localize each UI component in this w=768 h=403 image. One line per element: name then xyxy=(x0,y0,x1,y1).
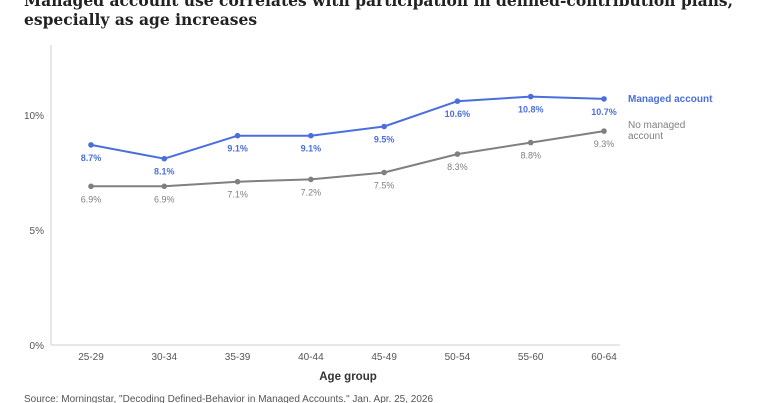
data-label: 6.9% xyxy=(154,194,175,204)
data-label: 8.7% xyxy=(81,153,102,163)
data-point xyxy=(601,128,607,134)
data-point xyxy=(234,132,241,139)
legend-line: account xyxy=(628,131,663,142)
data-point xyxy=(88,183,94,190)
data-label: 7.1% xyxy=(227,190,248,200)
x-tick-label: 55-60 xyxy=(518,352,544,363)
legend-line: No managed xyxy=(628,120,685,131)
data-label: 8.1% xyxy=(154,167,175,177)
legend-entry: Managed account xyxy=(628,94,713,105)
series-line xyxy=(91,130,605,188)
data-point xyxy=(88,142,94,148)
x-tick-label: 35-39 xyxy=(225,352,251,363)
legend-line: Managed account xyxy=(628,94,713,105)
data-label: 9.1% xyxy=(301,144,322,154)
data-label: 8.8% xyxy=(520,151,541,161)
data-point xyxy=(234,178,241,185)
x-tick-label: 40-44 xyxy=(298,352,324,363)
x-tick-label: 45-49 xyxy=(371,352,397,363)
x-tick-label: 60-64 xyxy=(591,352,617,363)
data-point xyxy=(308,176,314,183)
data-label: 8.3% xyxy=(447,162,468,172)
x-tick-label: 50-54 xyxy=(445,352,471,363)
series-line xyxy=(90,95,605,160)
y-tick-label: 5% xyxy=(30,226,45,237)
x-tick-label: 25-29 xyxy=(78,352,104,363)
data-label: 10.8% xyxy=(518,105,544,115)
data-point xyxy=(381,169,387,176)
data-label: 9.1% xyxy=(227,144,248,154)
data-point xyxy=(454,98,461,104)
series-group: 8.7% 8.1% 9.1% 9.1% 9.5% 10.6% 10.8% 10.7% Manag… xyxy=(81,93,713,177)
data-label: 10.6% xyxy=(445,109,471,119)
x-tick-label: 30-34 xyxy=(151,352,177,363)
data-label: 6.9% xyxy=(81,194,102,204)
data-point xyxy=(161,183,168,190)
y-tick-label: 10% xyxy=(24,111,44,122)
x-axis-title: Age group xyxy=(319,371,377,383)
data-label: 7.2% xyxy=(301,187,322,197)
y-tick-labels: 0% 5% 10% xyxy=(24,111,44,352)
source-note: Source: Morningstar, "Decoding Defined-B… xyxy=(24,394,434,403)
series-group: 6.9% 6.9% 7.1% 7.2% 7.5% 8.3% 8.8% 9.3% No manag… xyxy=(81,120,686,204)
data-label: 10.7% xyxy=(591,107,617,117)
data-point xyxy=(454,151,461,157)
data-point xyxy=(527,93,534,100)
data-point xyxy=(601,96,607,102)
chart-title: Managed account use correlates with part… xyxy=(24,0,734,29)
legend-entry: No managed account xyxy=(628,120,685,142)
x-tick-labels: 25-29 30-34 35-39 40-44 45-49 50-54 55-60 60-64 xyxy=(78,352,617,363)
data-point xyxy=(381,123,387,130)
data-point xyxy=(161,155,168,162)
data-label: 7.5% xyxy=(374,181,395,191)
data-point xyxy=(308,132,314,139)
y-tick-label: 0% xyxy=(30,341,45,352)
data-point xyxy=(527,139,534,146)
data-label: 9.3% xyxy=(594,139,615,149)
series-layer: 8.7% 8.1% 9.1% 9.1% 9.5% 10.6% 10.8% 10.7% Manag… xyxy=(81,93,713,204)
data-label: 9.5% xyxy=(374,135,395,145)
